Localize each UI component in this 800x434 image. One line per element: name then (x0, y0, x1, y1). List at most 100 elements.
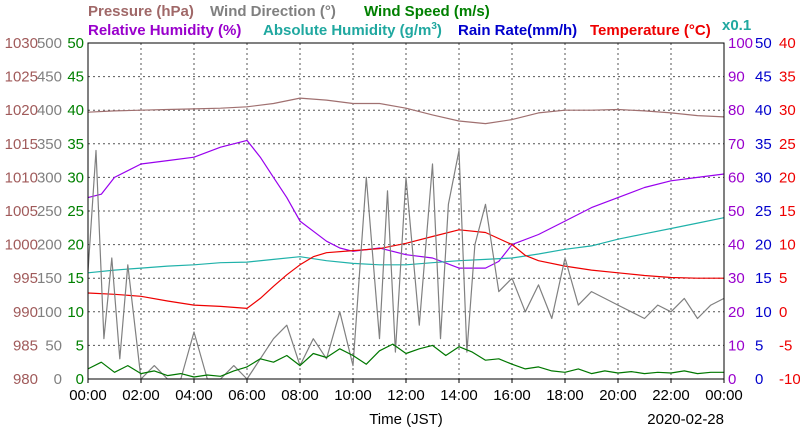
y-tick-label-temperature: 35 (779, 69, 796, 86)
y-tick-label-wind-speed: 35 (67, 136, 84, 153)
series-temperature-c (87, 229, 724, 309)
y-tick-label-wind-direction: 200 (37, 237, 62, 254)
title-humidity: Relative Humidity (%) (88, 22, 241, 39)
y-tick-label-temperature: 0 (779, 304, 787, 321)
y-tick-label-pressure: 1015 (5, 136, 38, 153)
y-tick-label-wind-speed: 5 (76, 337, 84, 354)
title-wind-speed: Wind Speed (m/s) (364, 3, 490, 20)
y-tick-label-temperature: 10 (779, 237, 796, 254)
y-tick-label-pressure: 995 (13, 270, 38, 287)
x-tick-label: 22:00 (652, 387, 690, 404)
x-tick-label: 08:00 (281, 387, 319, 404)
y-tick-label-wind-speed: 45 (67, 69, 84, 86)
y-tick-label-rain: 15 (755, 270, 772, 287)
y-tick-label-rain: 50 (755, 35, 772, 52)
y-tick-label-temperature: 5 (779, 270, 787, 287)
y-tick-label-wind-speed: 15 (67, 270, 84, 287)
data-series (87, 97, 725, 380)
y-tick-label-pressure: 1005 (5, 203, 38, 220)
y-tick-label-temperature: 20 (779, 169, 796, 186)
x-tick-label: 00:00 (705, 387, 743, 404)
title-wind-direction: Wind Direction (°) (210, 3, 336, 20)
y-tick-label-humidity: 40 (728, 237, 745, 254)
y-tick-label-rain: 45 (755, 69, 772, 86)
y-tick-label-temperature: 25 (779, 136, 796, 153)
y-tick-label-temperature: 30 (779, 102, 796, 119)
x-tick-label: 00:00 (69, 387, 107, 404)
x-tick-label: 02:00 (122, 387, 160, 404)
y-tick-label-humidity: 70 (728, 136, 745, 153)
title-rain-scale: x0.1 (722, 17, 751, 34)
axis-labels: 9809859909951000100510101015102010251030… (5, 35, 800, 388)
y-tick-label-rain: 30 (755, 169, 772, 186)
series-absolute-humidity-g-m3 (87, 217, 725, 274)
y-tick-label-pressure: 1025 (5, 69, 38, 86)
y-tick-label-rain: 10 (755, 304, 772, 321)
y-tick-label-wind-speed: 20 (67, 237, 84, 254)
y-tick-label-wind-speed: 30 (67, 169, 84, 186)
y-tick-label-wind-direction: 50 (45, 337, 62, 354)
y-tick-label-wind-direction: 250 (37, 203, 62, 220)
y-tick-label-pressure: 1000 (5, 237, 38, 254)
x-axis: 00:00 02:00 04:00 06:00 08:00 10:00 12:00 14:00… (69, 379, 743, 404)
y-tick-label-rain: 20 (755, 237, 772, 254)
y-tick-label-wind-speed: 50 (67, 35, 84, 52)
y-tick-label-wind-speed: 40 (67, 102, 84, 119)
y-tick-label-wind-direction: 300 (37, 169, 62, 186)
y-tick-label-humidity: 90 (728, 69, 745, 86)
y-tick-label-humidity: 60 (728, 169, 745, 186)
y-tick-label-pressure: 1020 (5, 102, 38, 119)
series-relative-humidity (87, 139, 725, 269)
y-tick-label-pressure: 980 (13, 371, 38, 388)
y-tick-label-wind-direction: 500 (37, 35, 62, 52)
y-tick-label-humidity: 0 (728, 371, 736, 388)
y-tick-label-wind-direction: 400 (37, 102, 62, 119)
y-tick-label-wind-direction: 100 (37, 304, 62, 321)
plot-grid (88, 43, 724, 379)
x-tick-label: 18:00 (546, 387, 584, 404)
y-tick-label-pressure: 1030 (5, 35, 38, 52)
y-tick-label-wind-direction: 450 (37, 69, 62, 86)
y-tick-label-rain: 25 (755, 203, 772, 220)
x-axis-label: Time (JST) (369, 411, 443, 428)
y-tick-label-temperature: 40 (779, 35, 796, 52)
x-tick-label: 10:00 (334, 387, 372, 404)
y-tick-label-humidity: 50 (728, 203, 745, 220)
y-tick-label-humidity: 30 (728, 270, 745, 287)
x-tick-label: 12:00 (387, 387, 425, 404)
y-tick-label-humidity: 80 (728, 102, 745, 119)
x-tick-label: 16:00 (493, 387, 531, 404)
y-tick-label-humidity: 10 (728, 337, 745, 354)
title-pressure: Pressure (hPa) (88, 3, 194, 20)
y-tick-label-rain: 35 (755, 136, 772, 153)
series-wind-speed-m-s (87, 343, 724, 378)
y-tick-label-wind-direction: 0 (54, 371, 62, 388)
x-tick-label: 06:00 (228, 387, 266, 404)
y-tick-label-wind-speed: 25 (67, 203, 84, 220)
x-tick-label: 04:00 (175, 387, 213, 404)
y-tick-label-rain: 0 (755, 371, 763, 388)
y-tick-label-humidity: 20 (728, 304, 745, 321)
y-tick-label-wind-speed: 10 (67, 304, 84, 321)
y-tick-label-rain: 40 (755, 102, 772, 119)
y-tick-label-temperature: 15 (779, 203, 796, 220)
y-tick-label-rain: 5 (755, 337, 763, 354)
y-tick-label-temperature: -10 (779, 371, 800, 388)
title-temperature: Temperature (°C) (590, 22, 711, 39)
x-tick-label: 14:00 (440, 387, 478, 404)
title-abs-humidity: Absolute Humidity (g/m3) (263, 21, 442, 39)
title-rain: Rain Rate(mm/h) (458, 22, 577, 39)
y-tick-label-pressure: 990 (13, 304, 38, 321)
y-tick-label-temperature: -5 (779, 337, 792, 354)
y-tick-label-wind-speed: 0 (76, 371, 84, 388)
x-tick-label: 20:00 (599, 387, 637, 404)
series-pressure-hpa (87, 97, 725, 125)
y-tick-label-wind-direction: 350 (37, 136, 62, 153)
y-tick-label-wind-direction: 150 (37, 270, 62, 287)
y-tick-label-pressure: 1010 (5, 169, 38, 186)
y-tick-label-pressure: 985 (13, 337, 38, 354)
y-tick-label-humidity: 100 (728, 35, 753, 52)
chart-header: Pressure (hPa) Wind Direction (°) Wind S… (88, 3, 751, 39)
date-label: 2020-02-28 (647, 411, 724, 428)
